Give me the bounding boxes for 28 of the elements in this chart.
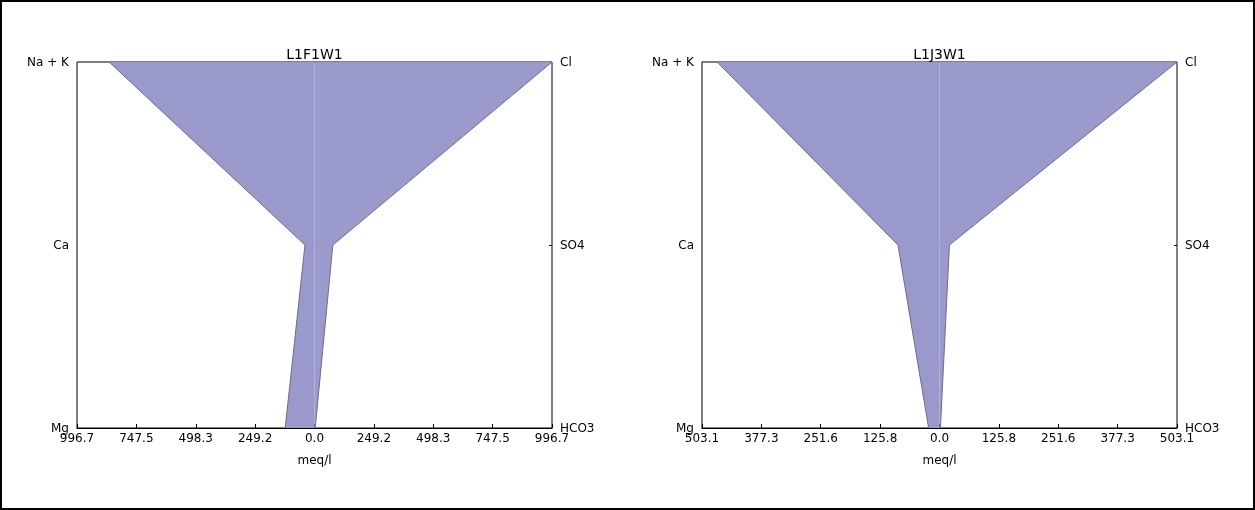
x-tick-label: 377.3 xyxy=(744,431,779,445)
y-tick-label: Mg xyxy=(51,421,69,435)
chart-title: L1F1W1 xyxy=(286,46,343,62)
y2-tick-label: SO4 xyxy=(560,238,585,252)
x-tick-label: 125.8 xyxy=(981,431,1017,445)
x-tick-label: 747.5 xyxy=(475,431,510,445)
x-tick-label: 249.2 xyxy=(237,431,273,445)
chart-title: L1J3W1 xyxy=(913,46,966,62)
x-tick-label: 0.0 xyxy=(929,431,950,445)
y-tick-label: Na + K xyxy=(27,55,71,69)
x-axis-title: meq/l xyxy=(297,453,332,467)
y-tick-label: Ca xyxy=(53,238,69,252)
y-tick-label: Na + K xyxy=(652,55,696,69)
y-tick-label: Ca xyxy=(678,238,694,252)
x-axis-title: meq/l xyxy=(922,453,957,467)
y-tick-label: Mg xyxy=(676,421,694,435)
x-tick-label: 747.5 xyxy=(119,431,154,445)
x-tick-label: 249.2 xyxy=(356,431,392,445)
x-tick-label: 125.8 xyxy=(862,431,898,445)
y2-tick-label: Cl xyxy=(560,55,572,69)
y2-tick-label: SO4 xyxy=(1185,238,1210,252)
x-tick-label: 251.6 xyxy=(803,431,838,445)
x-tick-label: 498.3 xyxy=(178,431,213,445)
x-tick-label: 0.0 xyxy=(304,431,325,445)
y2-tick-label: Cl xyxy=(1185,55,1197,69)
x-tick-label: 377.3 xyxy=(1100,431,1135,445)
x-tick-label: 498.3 xyxy=(416,431,451,445)
x-tick-label: 251.6 xyxy=(1041,431,1076,445)
